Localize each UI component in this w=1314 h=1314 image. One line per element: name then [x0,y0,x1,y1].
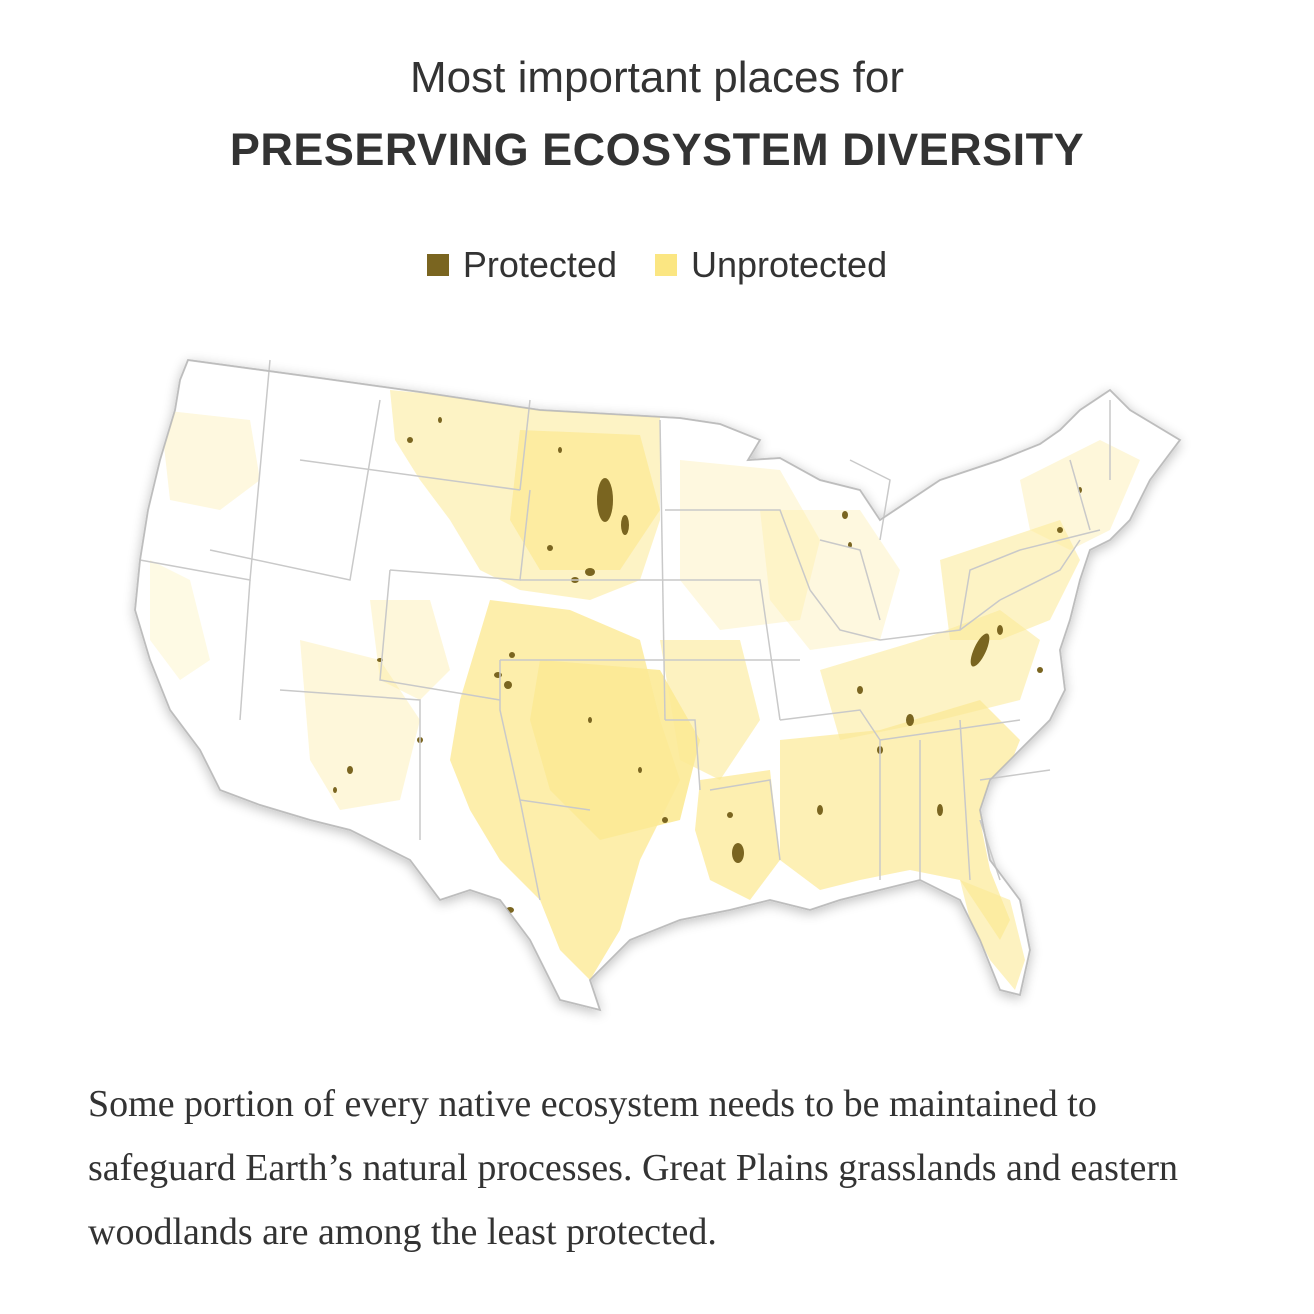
legend-swatch-protected [426,254,449,276]
legend-label-unprotected: Unprotected [690,244,888,285]
header: Most important places for PRESERVING ECO… [0,48,1314,180]
map-title: PRESERVING ECOSYSTEM DIVERSITY [229,124,1085,175]
state-borders [139,359,1111,901]
legend-swatch-unprotected [654,254,677,276]
unprotected-areas [150,390,1140,990]
protected-areas [333,417,1082,913]
legend-item-protected: Protected [426,244,617,286]
us-map-svg [134,359,1181,1011]
map-subtitle: Most important places for [410,53,904,102]
legend: Protected Unprotected [0,244,1314,286]
map-caption: Some portion of every native ecosystem n… [88,1083,1179,1253]
legend-label-protected: Protected [462,244,617,285]
us-map [120,340,1200,1030]
legend-item-unprotected: Unprotected [654,244,888,286]
habitat-layer [150,390,1140,990]
